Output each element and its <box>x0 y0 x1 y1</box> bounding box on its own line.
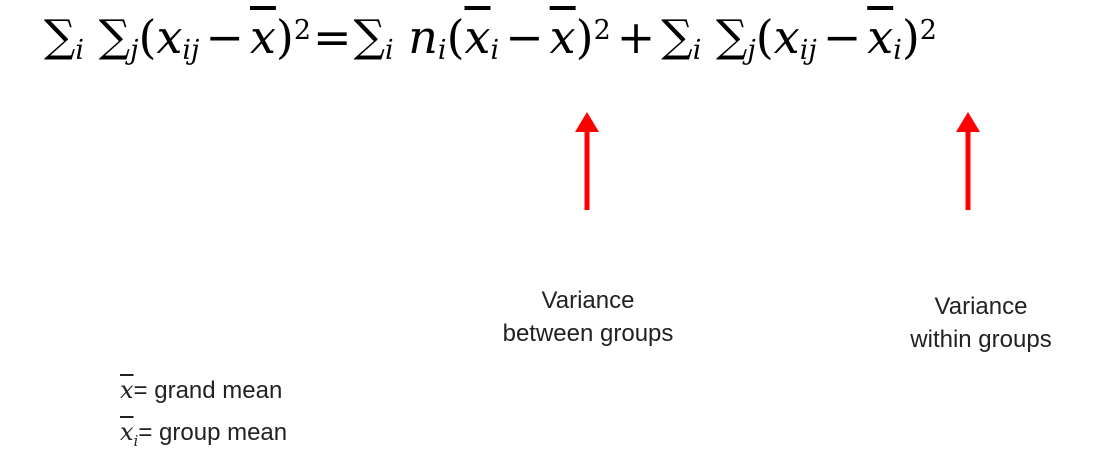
between-arrow-icon <box>575 112 599 210</box>
index: i <box>385 35 394 66</box>
group-mean-symbol: x <box>120 418 134 446</box>
index: i <box>437 35 447 66</box>
index: i <box>692 35 702 66</box>
operator: − <box>205 10 244 64</box>
arrow-head <box>575 112 599 132</box>
grand-mean-symbol: x <box>549 10 576 64</box>
index: i <box>490 35 500 66</box>
grand-mean-symbol: x <box>249 10 276 64</box>
paren: ( <box>755 10 774 64</box>
legend-text: = grand mean <box>133 377 283 404</box>
paren: ) <box>901 10 920 64</box>
index: i <box>75 35 85 66</box>
paren: ) <box>575 10 594 64</box>
exponent: 2 <box>919 15 937 46</box>
arrow-head <box>956 112 980 132</box>
variable: x <box>156 10 183 64</box>
index: ij <box>182 35 200 66</box>
between-label-line2: between groups <box>502 320 674 347</box>
within-arrow-icon <box>956 112 980 210</box>
index: i <box>893 35 902 66</box>
paren: ( <box>446 10 465 64</box>
legend-group-mean: xi= group mean <box>120 418 287 450</box>
legend-text: = group mean <box>138 419 288 446</box>
within-label-line1: Variance <box>934 293 1028 320</box>
paren: ( <box>138 10 157 64</box>
index: i <box>133 431 139 450</box>
group-mean-symbol: x <box>867 10 894 64</box>
exponent: 2 <box>293 15 312 46</box>
index: ij <box>799 35 817 66</box>
paren: ) <box>275 10 294 64</box>
sum-symbol: ∑ <box>98 11 131 62</box>
index: j <box>130 35 139 66</box>
within-groups-label: Variance within groups <box>866 290 1096 356</box>
legend-grand-mean: x= grand mean <box>120 376 282 405</box>
group-mean-symbol: x <box>464 10 491 64</box>
between-groups-label: Variance between groups <box>468 284 708 350</box>
variable: x <box>773 10 800 64</box>
grand-mean-symbol: x <box>120 376 134 404</box>
sum-symbol: ∑ <box>44 11 76 62</box>
sum-symbol: ∑ <box>353 11 386 62</box>
operator: − <box>505 10 544 64</box>
anova-equation: ∑i ∑j(xij − x)2=∑i ni(xi − x)2 + ∑i ∑j(xij − xi)… <box>44 11 937 64</box>
equals-sign: = <box>313 10 352 64</box>
index: j <box>747 35 756 66</box>
operator: + <box>616 10 656 64</box>
within-label-line2: within groups <box>910 326 1052 353</box>
between-label-line1: Variance <box>541 287 635 314</box>
operator: − <box>822 10 862 64</box>
exponent: 2 <box>593 15 611 46</box>
sum-symbol: ∑ <box>661 11 693 62</box>
sum-symbol: ∑ <box>715 11 748 62</box>
variable: n <box>408 10 438 64</box>
